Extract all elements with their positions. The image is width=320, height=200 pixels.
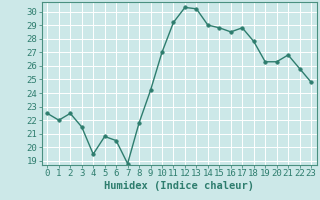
X-axis label: Humidex (Indice chaleur): Humidex (Indice chaleur) [104, 181, 254, 191]
